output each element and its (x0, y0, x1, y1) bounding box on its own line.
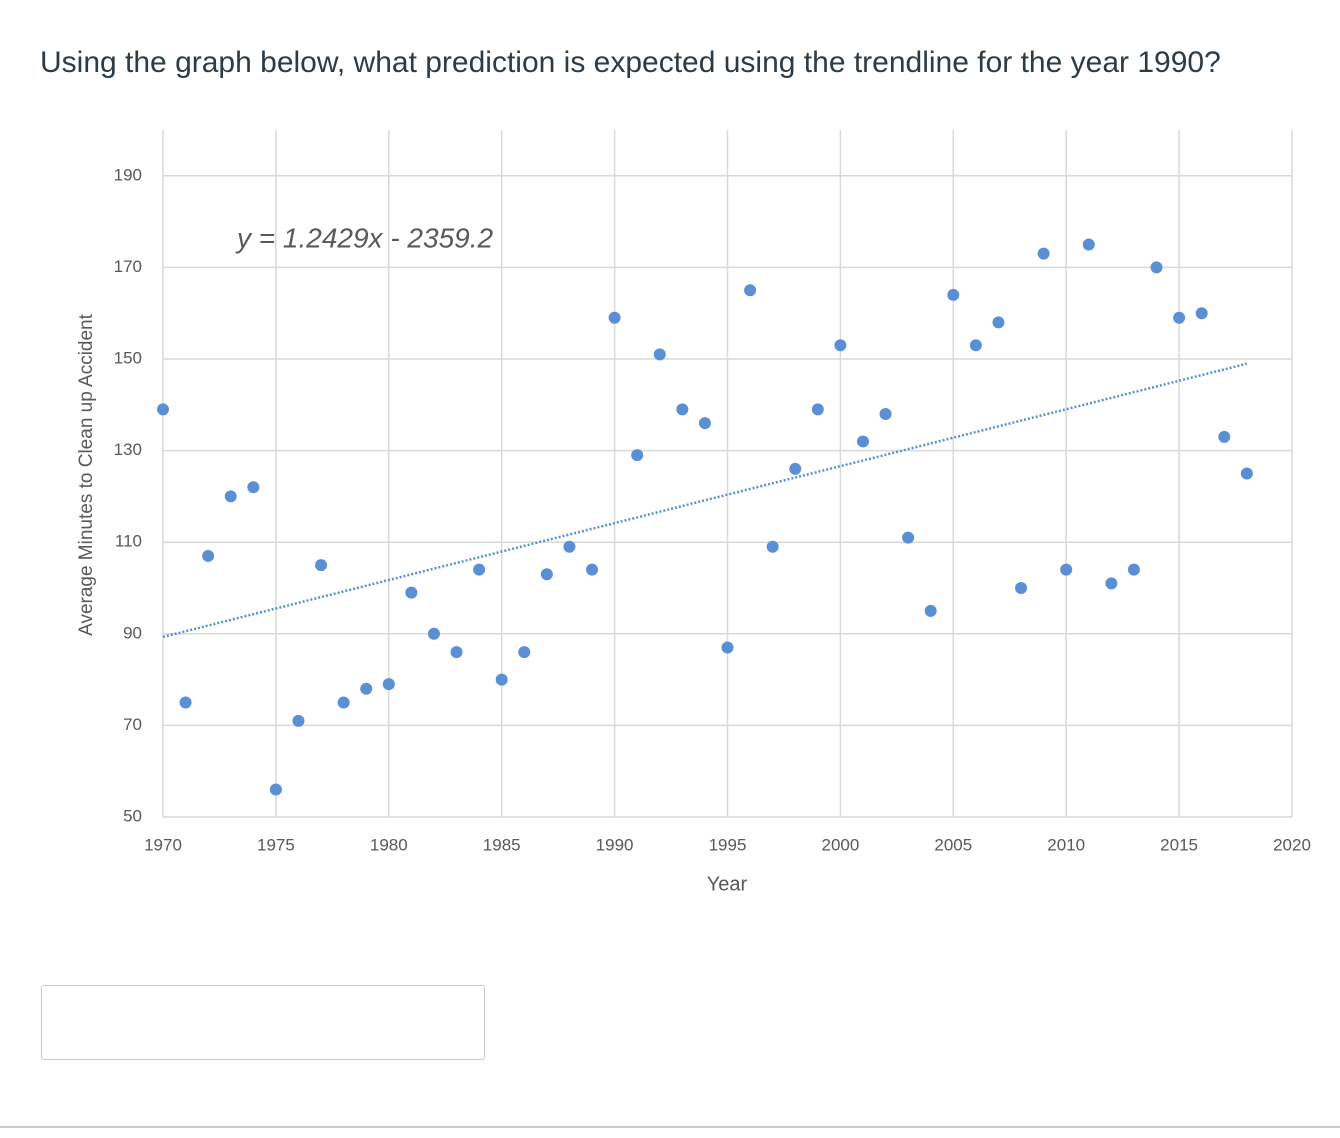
data-point (157, 403, 169, 416)
data-point (653, 348, 666, 361)
data-point (1218, 430, 1231, 443)
data-point (427, 627, 440, 640)
data-point (834, 339, 847, 352)
data-point (1195, 307, 1208, 320)
data-point (360, 682, 373, 695)
y-tick-label: 90 (123, 623, 142, 642)
data-point (631, 449, 644, 462)
chart: Year Average Minutes to Clean up Acciden… (76, 130, 1311, 895)
data-point (856, 435, 869, 448)
data-point (292, 714, 305, 727)
data-point (992, 316, 1005, 329)
data-point (1060, 563, 1073, 576)
data-point (1015, 582, 1028, 594)
data-point (247, 481, 260, 494)
data-point (698, 417, 711, 430)
trendline-equation: y = 1.2429x - 2359.2 (235, 222, 494, 253)
y-tick-label: 150 (114, 348, 142, 367)
x-tick-label: 1970 (144, 835, 182, 854)
x-tick-label: 1995 (709, 835, 747, 854)
data-point (382, 678, 395, 691)
y-tick-label: 50 (123, 806, 142, 825)
data-point (1082, 238, 1095, 251)
x-tick-label: 2015 (1160, 835, 1198, 854)
data-point (1037, 247, 1050, 260)
data-point (518, 646, 531, 659)
data-point (1173, 311, 1186, 324)
data-point (902, 531, 915, 544)
data-point (721, 641, 734, 654)
data-point (224, 490, 237, 503)
data-point (947, 288, 960, 301)
data-point (924, 604, 937, 617)
y-tick-label: 110 (115, 532, 142, 551)
data-point (1127, 563, 1140, 576)
data-point (495, 673, 508, 686)
data-point (269, 783, 282, 796)
data-point (337, 696, 350, 709)
data-point (879, 407, 892, 420)
x-tick-label: 2005 (934, 835, 972, 854)
x-tick-label: 2010 (1047, 835, 1085, 854)
trendline (162, 362, 1248, 639)
data-point (744, 284, 757, 297)
divider (0, 1126, 1340, 1128)
x-tick-label: 2000 (821, 835, 859, 854)
data-point (766, 540, 779, 553)
data-point (1105, 577, 1118, 590)
data-point (450, 646, 463, 659)
data-point (405, 586, 418, 599)
data-point (315, 559, 328, 572)
data-point (563, 540, 576, 553)
data-point (586, 563, 599, 576)
x-tick-label: 1985 (483, 835, 521, 854)
data-point (179, 696, 192, 709)
data-point (473, 563, 486, 576)
data-point (969, 339, 982, 352)
x-tick-label: 1980 (370, 835, 408, 854)
data-point (1240, 467, 1253, 480)
x-tick-label: 2020 (1273, 835, 1311, 854)
data-point (811, 403, 824, 416)
question: Using the graph below, what prediction i… (40, 46, 1221, 79)
data-point (676, 403, 689, 416)
x-axis-title: Year (707, 873, 748, 895)
x-tick-label: 1990 (596, 835, 634, 854)
x-tick-label: 1975 (257, 835, 295, 854)
y-tick-label: 190 (114, 165, 142, 184)
y-tick-label: 170 (114, 257, 142, 276)
data-point (540, 568, 553, 581)
answer-input[interactable] (41, 985, 485, 1060)
data-point (202, 549, 215, 562)
data-point (1150, 261, 1163, 274)
data-point (789, 462, 802, 475)
y-tick-label: 130 (114, 440, 142, 459)
data-point (608, 311, 621, 324)
y-axis-title: Average Minutes to Clean up Accident (76, 313, 97, 636)
y-tick-label: 70 (123, 715, 142, 734)
